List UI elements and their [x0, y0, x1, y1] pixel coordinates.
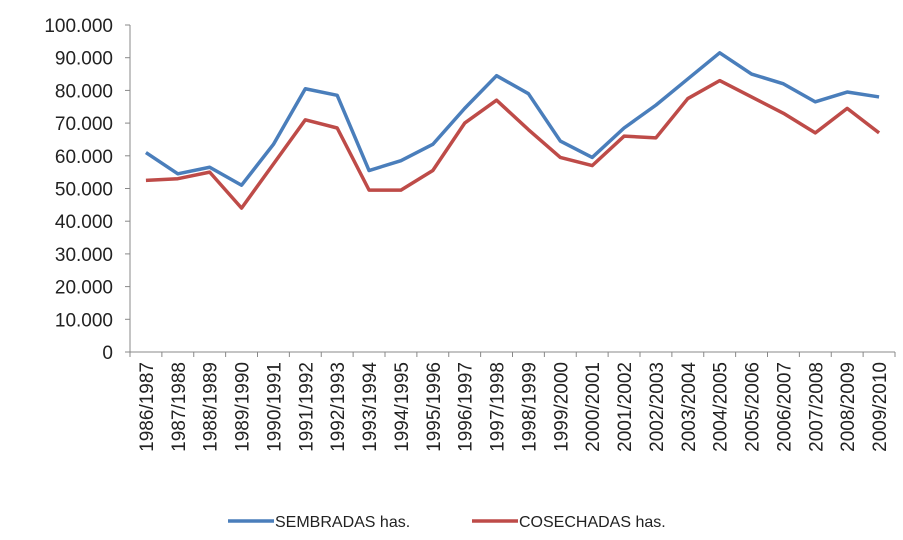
x-tick-label: 2008/2009	[838, 362, 859, 452]
y-tick-label: 40.000	[55, 212, 113, 233]
x-tick-label: 1998/1999	[519, 362, 540, 452]
x-tick-label: 1993/1994	[360, 362, 381, 452]
y-tick-label: 50.000	[55, 180, 113, 201]
y-tick-label: 100.000	[44, 16, 113, 37]
y-tick-label: 90.000	[55, 49, 113, 70]
x-tick-label: 2005/2006	[743, 362, 764, 452]
x-tick-label: 1994/1995	[392, 362, 413, 452]
y-tick-label: 20.000	[55, 278, 113, 299]
x-tick-label: 2007/2008	[806, 362, 827, 452]
x-tick-label: 2001/2002	[615, 362, 636, 452]
y-tick-label: 80.000	[55, 81, 113, 102]
y-tick-label: 60.000	[55, 147, 113, 168]
x-tick-label: 1995/1996	[424, 362, 445, 452]
x-tick-label: 1990/1991	[264, 362, 285, 452]
x-tick-label: 1987/1988	[169, 362, 190, 452]
x-tick-label: 2004/2005	[711, 362, 732, 452]
y-tick-label: 70.000	[55, 114, 113, 135]
x-tick-label: 2009/2010	[870, 362, 891, 452]
x-tick-label: 1997/1998	[488, 362, 509, 452]
y-tick-label: 30.000	[55, 245, 113, 266]
series-line	[144, 51, 880, 187]
x-tick-label: 1986/1987	[137, 362, 158, 452]
x-tick-label: 2002/2003	[647, 362, 668, 452]
series-line	[145, 78, 881, 210]
x-tick-label: 1996/1997	[456, 362, 477, 452]
legend-label: SEMBRADAS has.	[275, 514, 410, 531]
legend-label: COSECHADAS has.	[519, 514, 666, 531]
x-tick-label: 1988/1989	[201, 362, 222, 452]
x-tick-label: 1991/1992	[296, 362, 317, 452]
y-tick-label: 10.000	[55, 310, 113, 331]
x-tick-label: 1989/1990	[233, 362, 254, 452]
x-tick-label: 1992/1993	[328, 362, 349, 452]
x-tick-label: 2006/2007	[774, 362, 795, 452]
y-tick-label: 0	[102, 343, 113, 364]
x-tick-label: 2003/2004	[679, 362, 700, 452]
x-tick-label: 1999/2000	[551, 362, 572, 452]
x-tick-label: 2000/2001	[583, 362, 604, 452]
